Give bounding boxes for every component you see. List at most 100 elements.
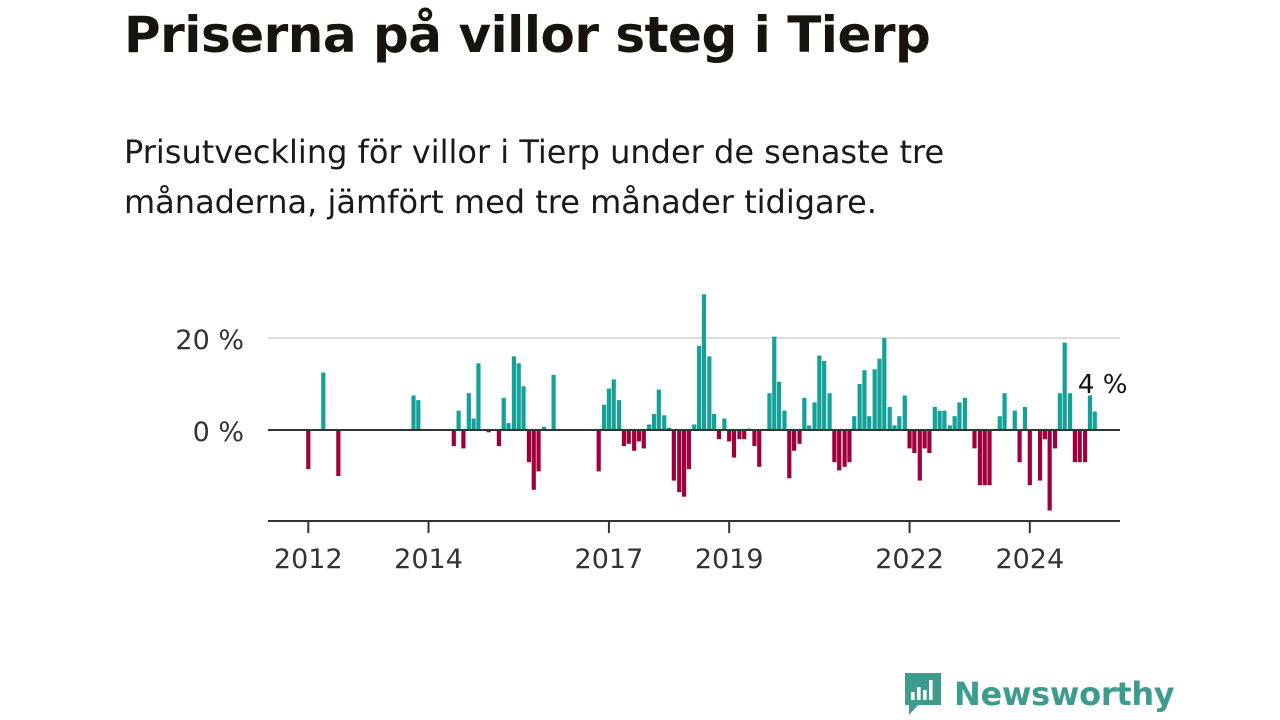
bar — [918, 430, 922, 481]
bar — [912, 430, 916, 453]
bar — [627, 430, 631, 444]
bar — [521, 386, 525, 430]
bar — [527, 430, 531, 462]
bar — [677, 430, 681, 492]
bar — [532, 430, 536, 490]
bar — [888, 407, 892, 430]
x-tick-label: 2012 — [274, 544, 343, 575]
bar — [336, 430, 340, 476]
bar — [1078, 430, 1082, 462]
bar — [987, 430, 991, 485]
bar — [536, 430, 540, 471]
bar — [1048, 430, 1052, 511]
bar — [772, 337, 776, 430]
bar — [777, 382, 781, 430]
bar — [1043, 430, 1047, 439]
bar — [812, 402, 816, 430]
bar — [1083, 430, 1087, 462]
bar — [1038, 430, 1042, 481]
bar — [1028, 430, 1032, 485]
bar — [457, 411, 461, 430]
bar-chart-icon — [902, 670, 944, 718]
bar — [717, 430, 721, 439]
bar — [682, 430, 686, 497]
y-tick-label: 20 % — [175, 325, 244, 356]
bar — [612, 379, 616, 430]
bar — [1002, 393, 1006, 430]
bar — [1023, 407, 1027, 430]
bar — [622, 430, 626, 446]
bar — [873, 369, 877, 430]
bar — [617, 400, 621, 430]
bar — [411, 396, 415, 431]
bar — [827, 393, 831, 430]
bar — [1073, 430, 1077, 462]
bar — [942, 411, 946, 430]
bar — [727, 430, 731, 442]
bar — [797, 430, 801, 444]
x-tick-label: 2017 — [575, 544, 644, 575]
bar — [306, 430, 310, 469]
bar — [552, 375, 556, 430]
bar — [882, 338, 886, 430]
bar — [1013, 411, 1017, 430]
bar — [933, 407, 937, 430]
bar — [642, 430, 646, 448]
bar — [687, 430, 691, 469]
bars — [306, 294, 1097, 510]
bar — [998, 416, 1002, 430]
bar — [1058, 393, 1062, 430]
bar — [802, 398, 806, 430]
bar — [697, 346, 701, 430]
bar — [732, 430, 736, 458]
bar — [502, 398, 506, 430]
bar — [632, 430, 636, 451]
bar — [467, 393, 471, 430]
bar — [461, 430, 465, 448]
bar — [637, 430, 641, 442]
bar — [837, 430, 841, 470]
bar — [472, 419, 476, 431]
bar — [792, 430, 796, 451]
bar — [963, 398, 967, 430]
annotation-label: 4 % — [1078, 370, 1128, 400]
bar — [506, 423, 510, 430]
bar — [877, 359, 881, 430]
bar — [938, 411, 942, 430]
bar — [517, 363, 521, 430]
brand-name: Newsworthy — [954, 675, 1174, 713]
bar — [497, 430, 501, 446]
bar — [707, 356, 711, 430]
x-tick-label: 2024 — [995, 544, 1064, 575]
bar — [512, 356, 516, 430]
bar — [847, 430, 851, 462]
bar — [672, 430, 676, 481]
bar — [737, 430, 741, 439]
bar — [843, 430, 847, 467]
x-tick-label: 2019 — [695, 544, 764, 575]
bar — [867, 416, 871, 430]
bar — [702, 294, 706, 430]
bar — [1053, 430, 1057, 448]
bar-chart: 0 % 20 % 2012 2014 2017 2019 2022 2024 4 % — [0, 0, 1280, 660]
bar — [953, 416, 957, 430]
bar — [858, 384, 862, 430]
bar — [722, 419, 726, 431]
newsworthy-logo: Newsworthy — [902, 670, 1174, 718]
bar — [978, 430, 982, 485]
axes — [268, 430, 1120, 533]
bar — [927, 430, 931, 453]
bar — [897, 416, 901, 430]
bar — [957, 402, 961, 430]
bar — [907, 430, 911, 448]
bar — [476, 363, 480, 430]
bar — [1093, 412, 1097, 430]
bar — [767, 393, 771, 430]
bar — [1017, 430, 1021, 462]
bar — [742, 430, 746, 439]
bar — [607, 389, 611, 430]
bar — [662, 415, 666, 430]
y-tick-label: 0 % — [193, 417, 244, 448]
bar — [321, 373, 325, 431]
bar — [416, 400, 420, 430]
